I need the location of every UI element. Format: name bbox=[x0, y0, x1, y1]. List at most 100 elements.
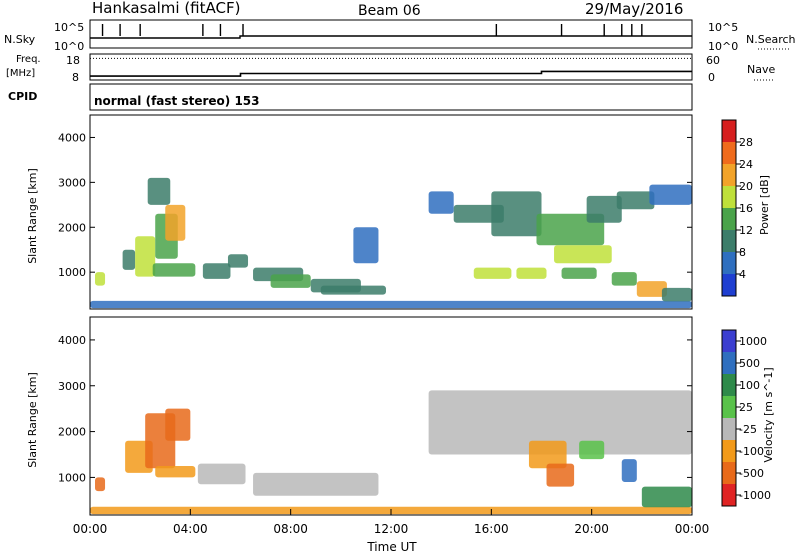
power-colorbar-tick-label: 20 bbox=[739, 180, 753, 193]
scatter-region bbox=[253, 472, 379, 496]
scatter-region bbox=[428, 390, 692, 455]
x-tick-label: 04:00 bbox=[173, 522, 208, 536]
scatter-region bbox=[122, 249, 136, 270]
velocity-colorbar-tick-label: 1000 bbox=[739, 335, 767, 348]
velocity-colorbar-tick-label: 100 bbox=[739, 379, 760, 392]
freq-line bbox=[90, 70, 692, 77]
scatter-region bbox=[516, 267, 547, 279]
velocity-colorbar-frame bbox=[721, 329, 737, 507]
nsearch-label: N.Search bbox=[746, 33, 796, 46]
scatter-region bbox=[546, 463, 575, 487]
velocity-colorbar-swatch bbox=[722, 374, 736, 396]
power-colorbar-label: Power [dB] bbox=[758, 175, 771, 235]
scatter-region bbox=[147, 177, 171, 205]
velocity-colorbar-label: Velocity [m s^-1] bbox=[762, 367, 775, 462]
scatter-region bbox=[135, 236, 156, 277]
cpid-text: normal (fast stereo) 153 bbox=[94, 94, 260, 108]
power-colorbar-tick-label: 24 bbox=[739, 158, 753, 171]
scatter-region bbox=[536, 213, 605, 246]
scatter-region bbox=[611, 272, 637, 286]
scatter-region bbox=[353, 227, 379, 264]
y-tick-label: 3000 bbox=[58, 176, 86, 189]
power-colorbar-swatch bbox=[722, 186, 736, 208]
scatter-region bbox=[165, 408, 191, 441]
scatter-region bbox=[155, 465, 196, 478]
velocity-data bbox=[90, 390, 692, 515]
velocity-colorbar-swatch bbox=[722, 484, 736, 506]
scatter-region bbox=[165, 204, 186, 241]
x-axis-label: Time UT bbox=[366, 540, 417, 554]
scatter-region bbox=[561, 267, 597, 279]
nsearch-tick-bottom: 10^0 bbox=[708, 40, 738, 53]
velocity-ylabel: Slant Range [km] bbox=[26, 372, 39, 468]
y-tick-label: 2000 bbox=[58, 221, 86, 234]
velocity-colorbar-swatch bbox=[722, 396, 736, 418]
beam-title: Beam 06 bbox=[358, 3, 421, 19]
x-tick-label: 08:00 bbox=[273, 522, 308, 536]
scatter-region bbox=[90, 300, 692, 309]
scatter-region bbox=[227, 254, 249, 268]
power-colorbar-swatch bbox=[722, 208, 736, 230]
power-colorbar-swatch bbox=[722, 164, 736, 186]
scatter-region bbox=[197, 463, 246, 485]
velocity-colorbar-tick-label: -1000 bbox=[739, 489, 771, 502]
scatter-region bbox=[528, 440, 567, 469]
nave-label: Nave bbox=[747, 63, 775, 76]
scatter-region bbox=[95, 272, 106, 286]
scatter-region bbox=[270, 274, 311, 288]
power-colorbar-tick-label: 8 bbox=[739, 246, 746, 259]
y-tick-label: 3000 bbox=[58, 380, 86, 393]
velocity-xticks: 00:00 04:00 08:00 12:00 16:00 20:00 00:00 bbox=[73, 509, 709, 536]
freq-label: Freq. bbox=[16, 54, 41, 65]
date-title: 29/May/2016 bbox=[585, 0, 683, 18]
freq-unit: [MHz] bbox=[6, 68, 35, 79]
power-data bbox=[90, 177, 692, 309]
power-frame bbox=[89, 114, 693, 310]
velocity-yticks: 1000 2000 3000 4000 bbox=[58, 334, 692, 484]
scatter-region bbox=[152, 263, 196, 277]
scatter-region bbox=[95, 477, 106, 492]
velocity-colorbar-swatch bbox=[722, 330, 736, 352]
nsky-spikes bbox=[101, 24, 643, 36]
scatter-region bbox=[586, 195, 622, 223]
power-colorbar-swatch bbox=[722, 274, 736, 296]
velocity-panel: 1000 2000 3000 4000 00:00 04:00 08:00 12:00 16:… bbox=[26, 316, 775, 554]
y-tick-label: 2000 bbox=[58, 426, 86, 439]
y-tick-label: 4000 bbox=[58, 334, 86, 347]
freq-frame bbox=[89, 53, 693, 81]
velocity-colorbar-tick-label: -100 bbox=[739, 445, 764, 458]
velocity-colorbar-swatch bbox=[722, 418, 736, 440]
nsky-tick-top: 10^5 bbox=[54, 21, 84, 34]
scatter-region bbox=[649, 184, 692, 205]
velocity-colorbar-tick-label: -500 bbox=[739, 467, 764, 480]
scatter-region bbox=[636, 281, 667, 297]
nave-tick-top: 60 bbox=[706, 54, 720, 67]
scatter-region bbox=[621, 459, 637, 482]
scatter-region bbox=[579, 440, 605, 460]
scatter-region bbox=[661, 287, 692, 302]
freq-tick-top: 18 bbox=[66, 54, 80, 67]
nave-tick-bottom: 0 bbox=[708, 71, 715, 84]
site-title: Hankasalmi (fitACF) bbox=[92, 0, 240, 17]
freq-tick-bottom: 8 bbox=[72, 71, 79, 84]
cpid-panel: CPID normal (fast stereo) 153 bbox=[8, 83, 693, 111]
power-colorbar-tick-label: 12 bbox=[739, 224, 753, 237]
scatter-region bbox=[202, 263, 231, 279]
power-colorbar-swatch bbox=[722, 230, 736, 252]
nsky-frame bbox=[89, 19, 693, 49]
y-tick-label: 1000 bbox=[58, 266, 86, 279]
nsky-label: N.Sky bbox=[4, 33, 36, 46]
power-colorbar-swatch bbox=[722, 142, 736, 164]
velocity-colorbar-tick-label: 25 bbox=[739, 401, 753, 414]
velocity-colorbar-tick-label: 500 bbox=[739, 357, 760, 370]
x-tick-label: 12:00 bbox=[374, 522, 409, 536]
scatter-region bbox=[320, 285, 386, 295]
cpid-frame bbox=[89, 83, 693, 111]
velocity-colorbar-swatch bbox=[722, 462, 736, 484]
power-yticks: 1000 2000 3000 4000 bbox=[58, 131, 692, 279]
freq-panel: Freq. [MHz] 18 8 60 0 Nave bbox=[6, 53, 775, 84]
y-tick-label: 4000 bbox=[58, 131, 86, 144]
scatter-region bbox=[491, 191, 542, 237]
nsky-line bbox=[90, 35, 692, 39]
